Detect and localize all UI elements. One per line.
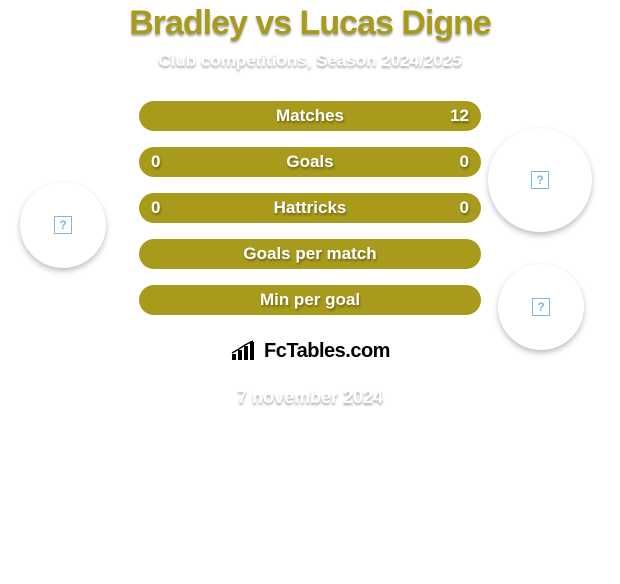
brand-badge: FcTables.com [201,329,419,373]
stat-row: Matches 12 [139,101,481,131]
stat-label: Hattricks [274,198,347,218]
subtitle: Club competitions, Season 2024/2025 [0,51,620,71]
stat-value-right: 0 [460,152,469,172]
stat-row: Min per goal [139,285,481,315]
avatar-right-1: ? [488,128,592,232]
stat-value-right: 0 [460,198,469,218]
stat-label: Goals [286,152,333,172]
placeholder-icon: ? [532,298,550,316]
stat-row: Hattricks 0 0 [139,193,481,223]
avatar-right-2: ? [498,264,584,350]
stat-label: Goals per match [243,244,376,264]
brand-text: FcTables.com [264,340,390,363]
stats-container: Matches 12 Goals 0 0 Hattricks 0 0 Goals per mat… [139,101,481,315]
stat-value-right: 12 [450,106,469,126]
date-caption: 7 november 2024 [0,387,620,408]
decor-ellipse-left [8,128,113,154]
placeholder-icon: ? [54,216,72,234]
stat-row: Goals per match [139,239,481,269]
stat-row: Goals 0 0 [139,147,481,177]
page-title: Bradley vs Lucas Digne [0,4,620,43]
stat-value-left: 0 [151,198,160,218]
stat-label: Min per goal [260,290,360,310]
placeholder-icon: ? [531,171,549,189]
brand-bars-icon [230,340,260,362]
stat-label: Matches [276,106,344,126]
stat-value-left: 0 [151,152,160,172]
avatar-left: ? [20,182,106,268]
